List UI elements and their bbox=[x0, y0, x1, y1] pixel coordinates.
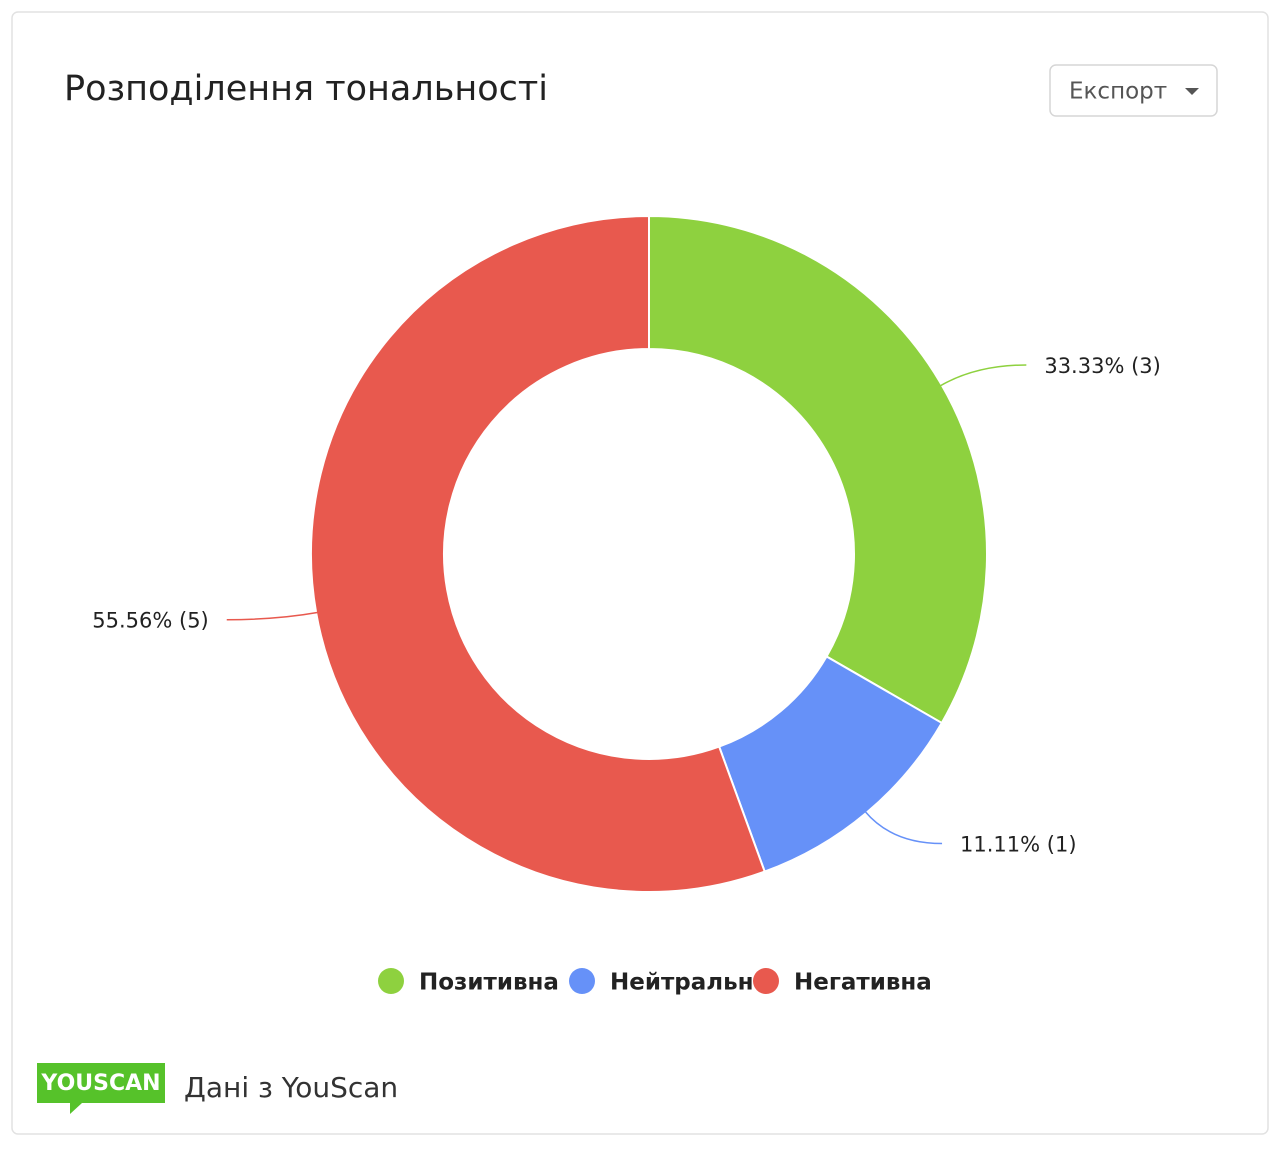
slice bbox=[648, 214, 988, 725]
export-button-box[interactable] bbox=[1049, 64, 1218, 117]
legend-label: Позитивна bbox=[419, 970, 559, 996]
export-button[interactable]: Експорт bbox=[1049, 64, 1218, 117]
data-label: 33.33% (3) bbox=[1044, 354, 1161, 378]
data-label: 11.11% (1) bbox=[960, 833, 1077, 857]
leader-line bbox=[226, 611, 319, 621]
leader-line bbox=[864, 810, 943, 845]
leader-line bbox=[939, 364, 1027, 387]
footer-text: Дані з YouScan bbox=[184, 1071, 398, 1104]
donut: 33.33% (3) 11.11% (1) 55.56% (5) bbox=[92, 214, 1161, 893]
data-label: 55.56% (5) bbox=[92, 609, 209, 633]
legend-marker bbox=[569, 968, 595, 994]
card bbox=[11, 11, 1269, 1135]
legend-label: Нейтральн bbox=[610, 970, 754, 996]
chart-title: Розподілення тональності bbox=[64, 69, 548, 109]
logo-text: YOUSCAN bbox=[40, 1071, 160, 1096]
logo-badge bbox=[37, 1063, 165, 1114]
legend: Позитивна Нейтральн Негативна bbox=[378, 968, 932, 996]
dropdown-caret bbox=[1185, 88, 1199, 95]
legend-marker bbox=[753, 968, 779, 994]
legend-marker bbox=[378, 968, 404, 994]
slice bbox=[310, 214, 766, 893]
export-button-label[interactable]: Експорт bbox=[1069, 79, 1167, 105]
legend-label: Негативна bbox=[794, 970, 932, 996]
footer: YOUSCAN Дані з YouScan bbox=[37, 1063, 398, 1114]
